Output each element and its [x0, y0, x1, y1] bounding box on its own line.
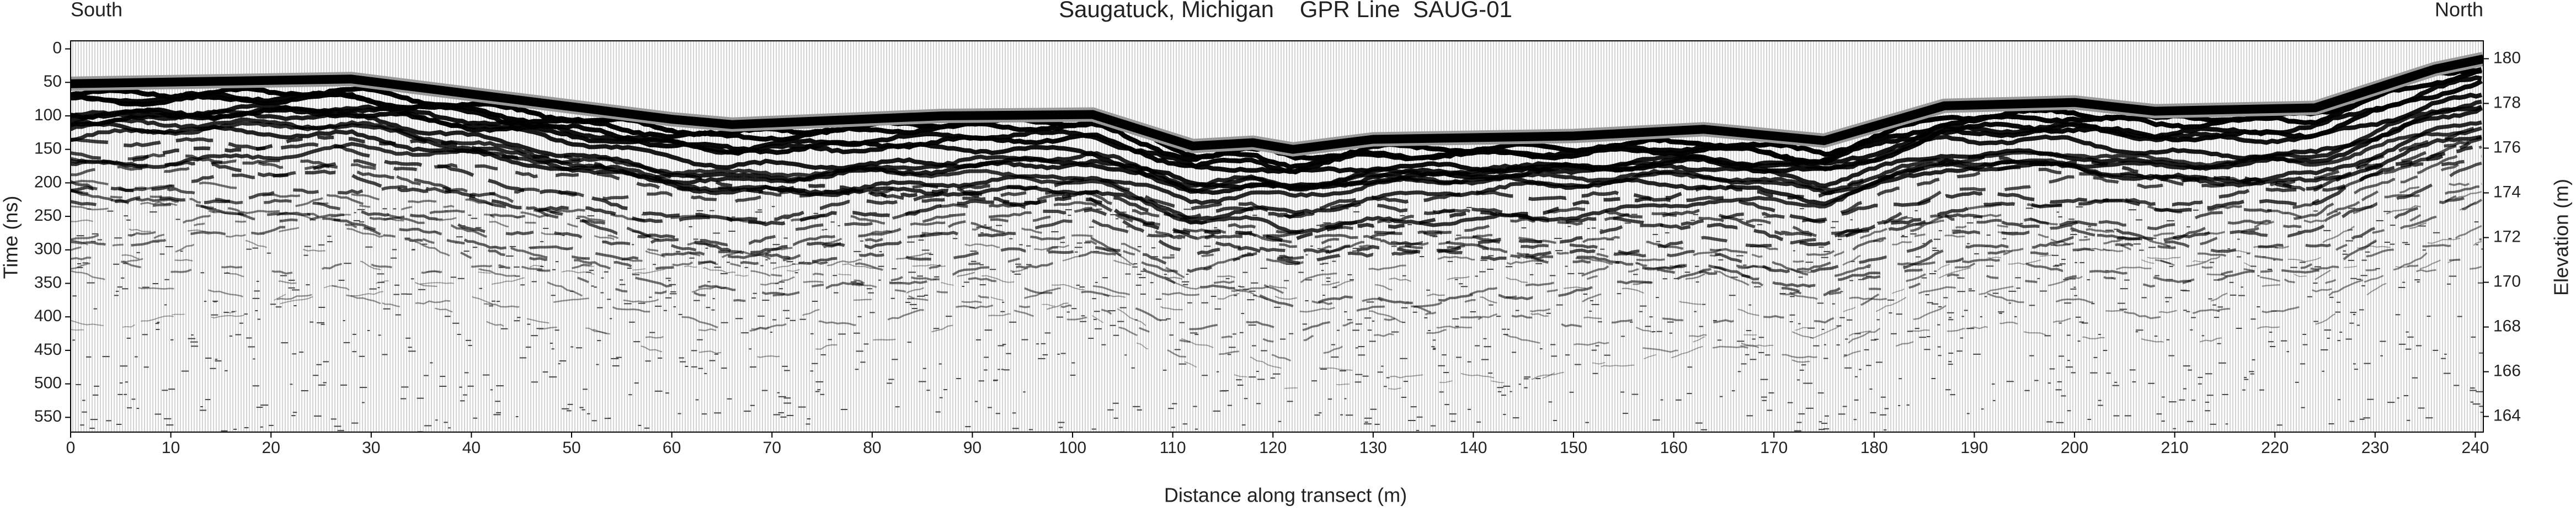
y-tick-label: 300 — [34, 240, 62, 258]
reflector — [71, 120, 2482, 221]
y-tick-label: 0 — [52, 39, 62, 57]
reflector — [71, 201, 2482, 332]
x-axis-label: Distance along transect (m) — [1164, 484, 1407, 507]
x-tick-label: 110 — [1160, 439, 1186, 457]
reflector — [71, 140, 2482, 262]
reflector — [71, 135, 2482, 274]
y2-axis-label: Elevation (m) — [2550, 179, 2573, 296]
reflector — [71, 135, 2483, 243]
chart-title: Saugatuck, Michigan GPR Line SAUG-01 — [1059, 0, 1512, 22]
north-label: North — [2435, 0, 2483, 21]
y-tick-label: 250 — [34, 206, 62, 225]
y-tick-label: 500 — [34, 374, 62, 392]
y-tick-label: 350 — [34, 273, 62, 291]
reflector — [71, 191, 2482, 359]
x-tick-label: 100 — [1059, 439, 1086, 457]
x-tick-label: 200 — [2061, 439, 2088, 457]
reflector — [71, 145, 2482, 288]
y2-tick-label: 164 — [2493, 407, 2521, 425]
y-tick-label: 200 — [34, 173, 62, 191]
plot-frame — [70, 40, 2484, 433]
reflector — [71, 159, 2482, 273]
reflector — [71, 136, 2482, 227]
reflector — [71, 68, 2482, 170]
y2-tick-label: 174 — [2493, 183, 2521, 201]
y2-tick-label: 176 — [2493, 138, 2521, 156]
reflector — [71, 126, 2482, 235]
x-tick-label: 70 — [763, 439, 781, 457]
x-tick-label: 90 — [963, 439, 982, 457]
radargram — [71, 41, 2483, 432]
reflector — [71, 201, 2482, 345]
reflector — [71, 153, 2482, 254]
x-tick-label: 240 — [2461, 439, 2489, 457]
y2-tick-label: 180 — [2493, 49, 2521, 67]
south-label: South — [71, 0, 122, 21]
reflector — [71, 79, 2483, 174]
y2-tick-label: 168 — [2493, 317, 2521, 336]
x-tick-label: 0 — [66, 439, 76, 457]
reflector — [71, 193, 2482, 332]
x-tick-label: 130 — [1359, 439, 1387, 457]
y-tick-label: 50 — [44, 72, 62, 91]
x-tick-label: 190 — [1960, 439, 1988, 457]
reflector — [71, 185, 2482, 308]
y-tick-label: 550 — [34, 407, 62, 425]
x-tick-label: 40 — [462, 439, 481, 457]
x-tick-label: 180 — [1860, 439, 1888, 457]
y2-tick-label: 172 — [2493, 227, 2521, 246]
y-tick-label: 100 — [34, 106, 62, 124]
x-tick-label: 140 — [1459, 439, 1487, 457]
x-tick-label: 210 — [2161, 439, 2189, 457]
x-tick-label: 230 — [2361, 439, 2389, 457]
x-tick-label: 30 — [362, 439, 380, 457]
y-tick-label: 400 — [34, 307, 62, 325]
surface-line — [71, 54, 2483, 154]
x-tick-label: 160 — [1660, 439, 1688, 457]
x-tick-label: 80 — [863, 439, 881, 457]
reflector — [71, 219, 2482, 358]
reflector — [71, 199, 2482, 365]
reflector — [71, 155, 2482, 297]
x-tick-label: 50 — [562, 439, 580, 457]
x-tick-label: 170 — [1760, 439, 1788, 457]
reflector — [71, 235, 2482, 381]
reflector — [71, 182, 2482, 328]
x-tick-label: 10 — [162, 439, 180, 457]
x-tick-label: 120 — [1259, 439, 1287, 457]
y2-tick-label: 166 — [2493, 362, 2521, 380]
x-tick-label: 20 — [262, 439, 280, 457]
y-tick-label: 150 — [34, 140, 62, 158]
reflector — [71, 157, 2483, 265]
y2-tick-label: 170 — [2493, 272, 2521, 290]
x-tick-label: 220 — [2261, 439, 2289, 457]
reflector — [71, 179, 2483, 296]
reflector — [71, 213, 2482, 361]
y-axis-label: Time (ns) — [0, 196, 22, 279]
y-tick-label: 450 — [34, 340, 62, 359]
x-tick-label: 60 — [663, 439, 681, 457]
x-tick-label: 150 — [1560, 439, 1587, 457]
y2-tick-label: 178 — [2493, 93, 2521, 111]
